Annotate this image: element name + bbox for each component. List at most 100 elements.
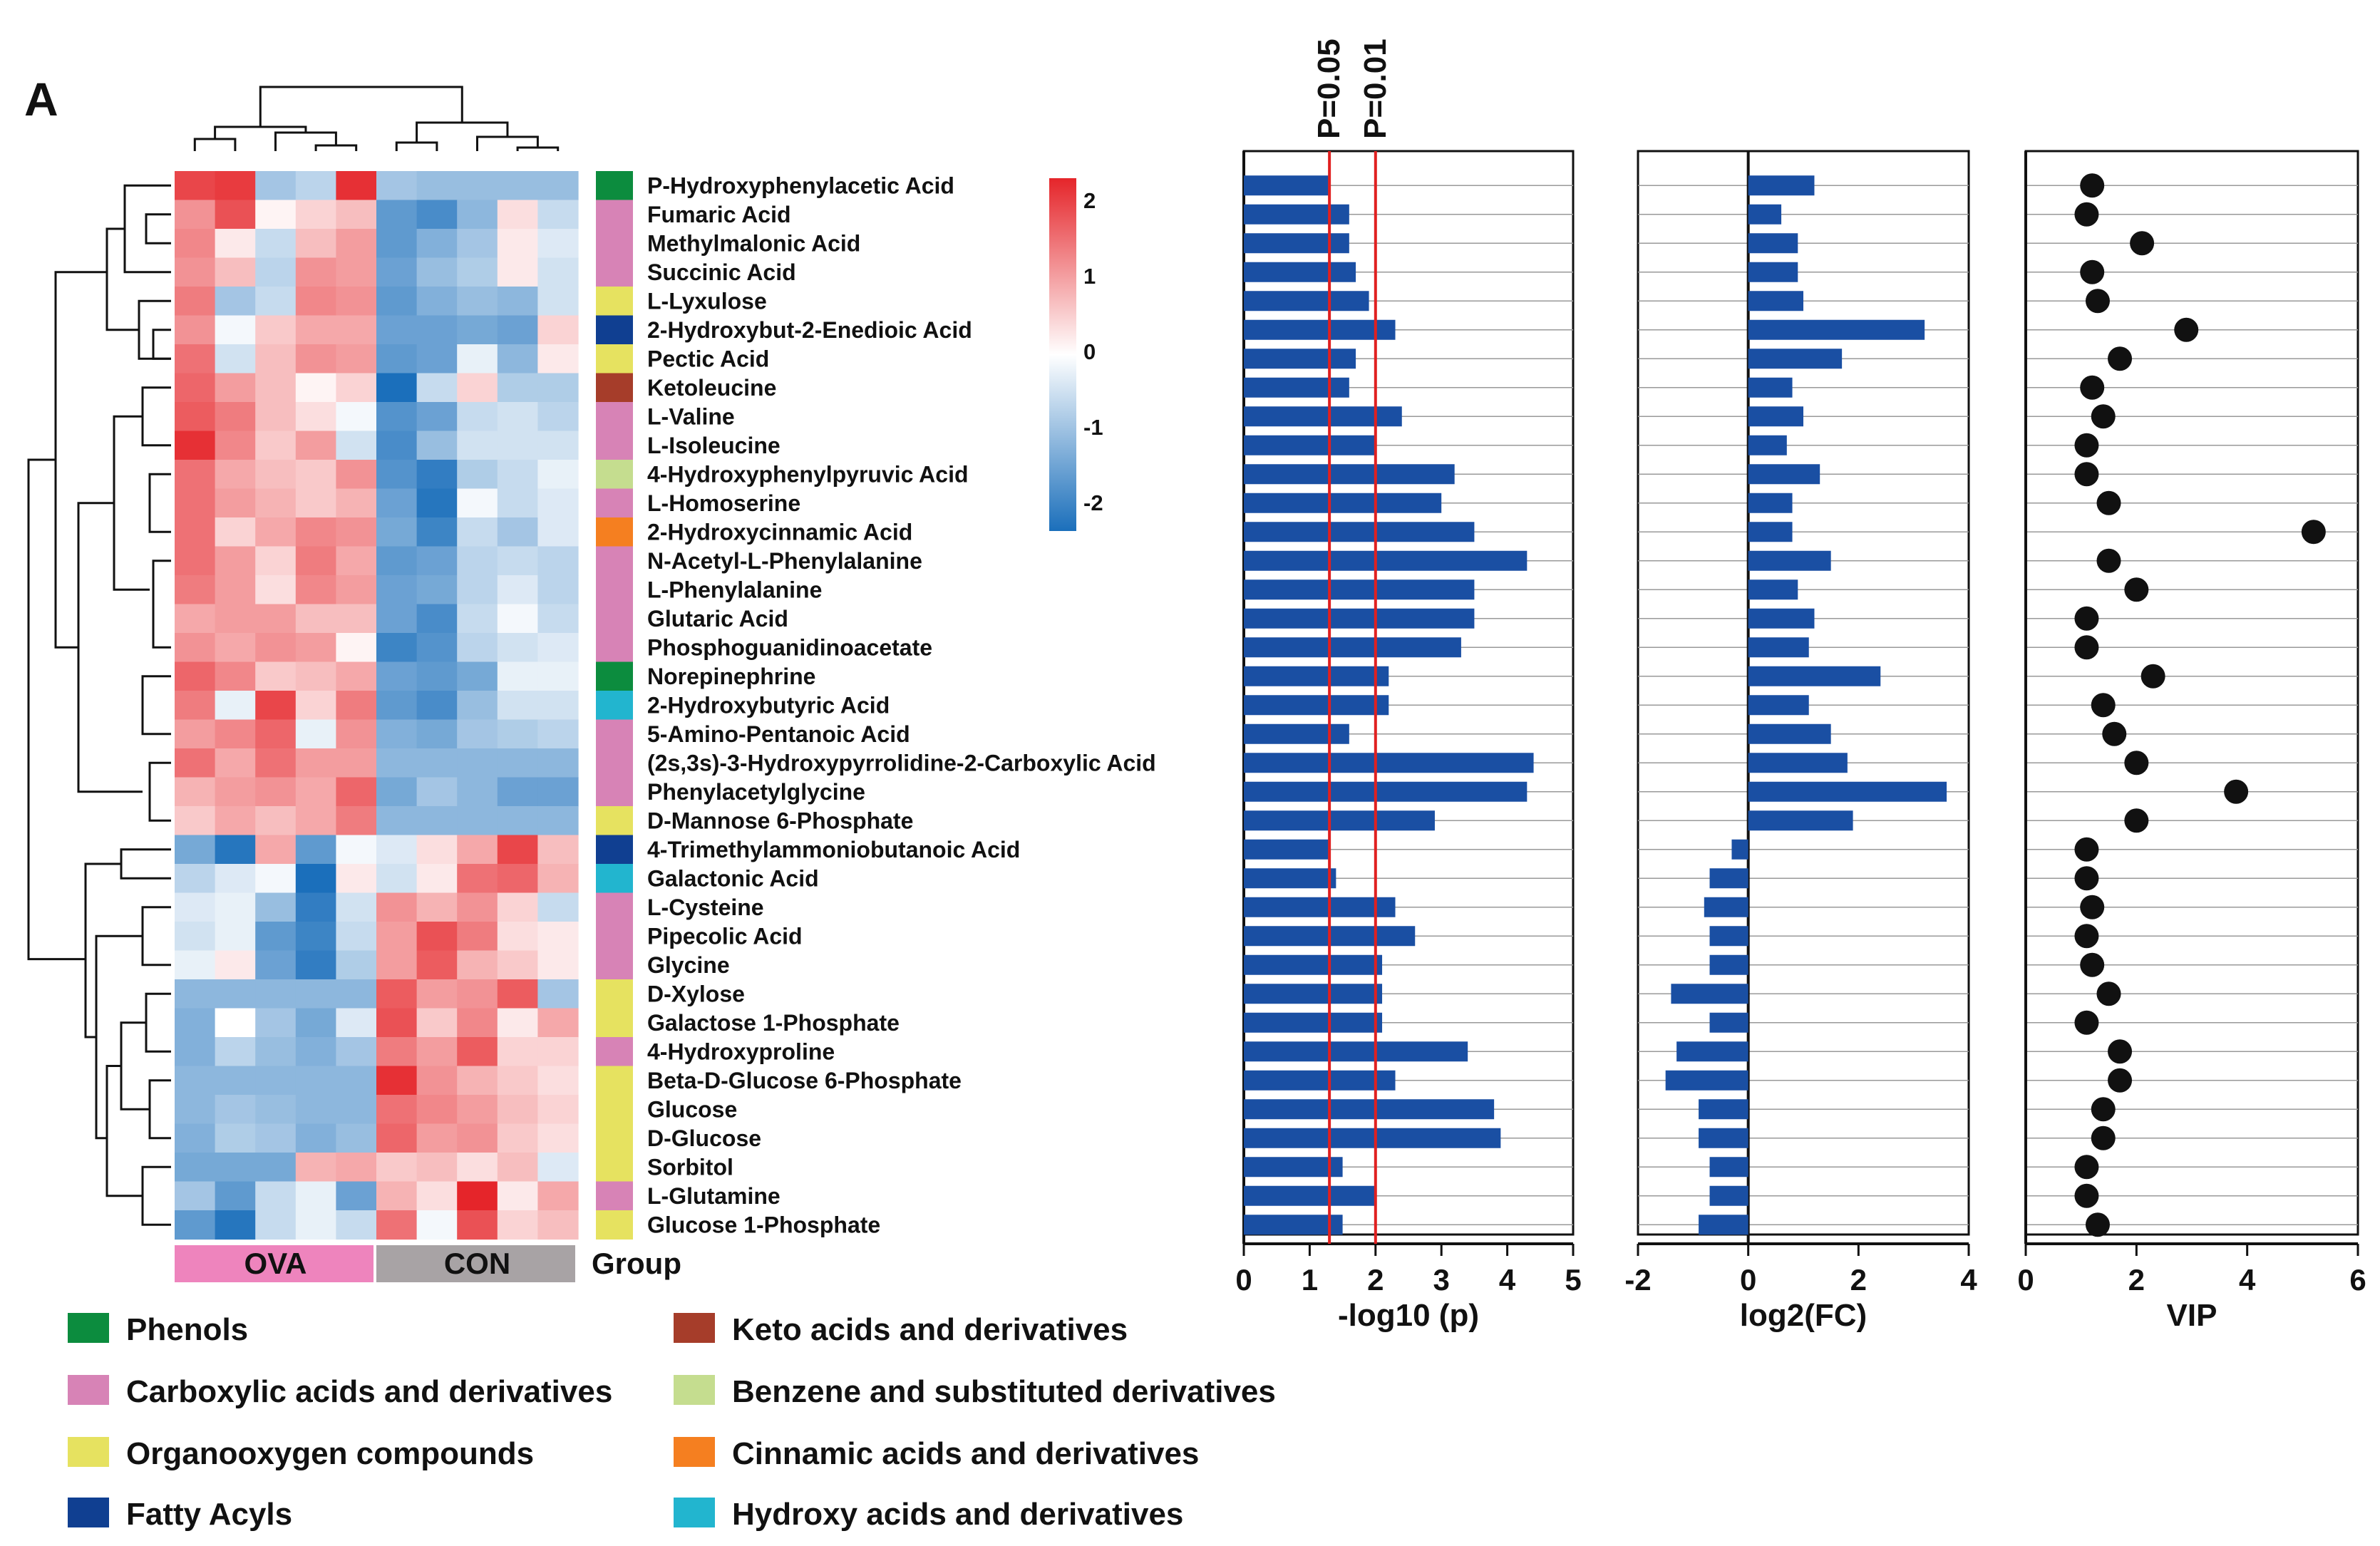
heatmap-cell [255,229,297,259]
vip-point [2080,259,2105,284]
heatmap-cell [175,661,216,691]
pvalue-bar [1244,1041,1468,1062]
metabolite-label: 2-Hydroxycinnamic Acid [647,519,912,545]
heatmap-cell [537,1210,579,1240]
class-legend-swatch [68,1437,109,1467]
heatmap-cell [255,488,297,518]
fold-change-bar [1748,695,1809,716]
heatmap-cell [457,1037,498,1067]
heatmap-cell [336,373,377,403]
heatmap-cell [537,431,579,460]
heatmap-cell [215,229,256,259]
fold-change-bar [1748,723,1831,744]
class-swatch [596,257,633,287]
heatmap-cell [457,575,498,605]
pvalue-bar [1244,349,1356,369]
heatmap-cell [497,719,538,749]
heatmap-cell [537,633,579,663]
x-tick-label: 3 [1433,1263,1450,1297]
pvalue-bar [1244,1070,1396,1091]
heatmap-cell [175,171,216,201]
column-dendrogram [193,86,560,151]
heatmap-cell [497,979,538,1009]
heatmap-cell [255,1066,297,1096]
heatmap-cell [416,1066,458,1096]
heatmap-cell [497,835,538,865]
metabolite-label: Galactonic Acid [647,865,819,891]
heatmap-cell [295,604,336,634]
heatmap-cell [295,315,336,345]
heatmap-cell [416,1210,458,1240]
heatmap-cell [537,460,579,490]
heatmap-cell [376,604,418,634]
heatmap-cell [376,344,418,374]
fold-change-bar [1709,954,1748,975]
class-swatch [596,171,633,200]
heatmap-cell [497,1008,538,1038]
heatmap-cell [295,1123,336,1153]
heatmap-cell [416,691,458,721]
pvalue-panel: 0 1 2 3 4 5 -log10 (p) P=0.05 P=0.01 [1235,38,1581,1333]
heatmap-cell [295,229,336,259]
class-swatch [596,575,633,604]
heatmap-cell [457,1153,498,1182]
heatmap-cell [376,748,418,778]
class-legend-label: Phenols [126,1312,248,1347]
heatmap-cell [497,402,538,432]
heatmap-cell [175,229,216,259]
heatmap-cell [537,892,579,922]
heatmap-cell [175,1095,216,1125]
heatmap-cell [537,315,579,345]
pvalue-bar [1244,1157,1343,1177]
heatmap-cell [416,979,458,1009]
heatmap-cell [336,719,377,749]
metabolite-labels: P-Hydroxyphenylacetic Acid Fumaric Acid Me… [647,172,1156,1237]
heatmap-cell [295,1066,336,1096]
class-swatch [596,287,633,316]
vip-point [2074,924,2099,949]
heatmap-cell [416,1153,458,1182]
heatmap-cell [376,229,418,259]
heatmap-cell [336,1181,377,1211]
class-legend-swatch [68,1313,109,1343]
metabolite-label: Succinic Acid [647,259,796,285]
class-swatch [596,661,633,691]
pvalue-bar [1244,262,1356,282]
heatmap-cell [336,200,377,230]
pvalue-bar [1244,897,1396,917]
fold-change-bar [1748,608,1815,629]
x-tick-label: 2 [1850,1263,1867,1297]
fold-change-bar [1748,753,1848,773]
metabolite-label: Glucose 1-Phosphate [647,1212,880,1237]
heatmap-cell [537,1095,579,1125]
heatmap-cell [497,950,538,980]
heatmap-cell [255,171,297,201]
heatmap-cell [416,950,458,980]
heatmap-cell [215,488,256,518]
heatmap-cell [376,950,418,980]
heatmap-cell [497,344,538,374]
vip-point [2091,1097,2116,1122]
heatmap-cell [457,1181,498,1211]
dendrogram-branch [274,131,337,151]
heatmap-cell [497,1066,538,1096]
dendrogram-branch [120,848,171,880]
heatmap-cell [215,287,256,316]
heatmap-cell [215,864,256,894]
fold-change-bar [1709,1185,1748,1206]
heatmap-cell [215,1181,256,1211]
heatmap-cell [457,777,498,807]
heatmap-cell [175,719,216,749]
metabolite-label: Sorbitol [647,1154,733,1180]
heatmap-cell [537,1181,579,1211]
vip-point [2102,721,2127,746]
heatmap-cell [295,1210,336,1240]
class-swatch [596,315,633,345]
pvalue-bar [1244,839,1330,860]
heatmap-cell [497,460,538,490]
class-swatch [596,604,633,634]
fold-change-bar [1699,1128,1748,1148]
heatmap-cell [416,257,458,287]
class-swatch [596,806,633,835]
heatmap-cell [376,835,418,865]
